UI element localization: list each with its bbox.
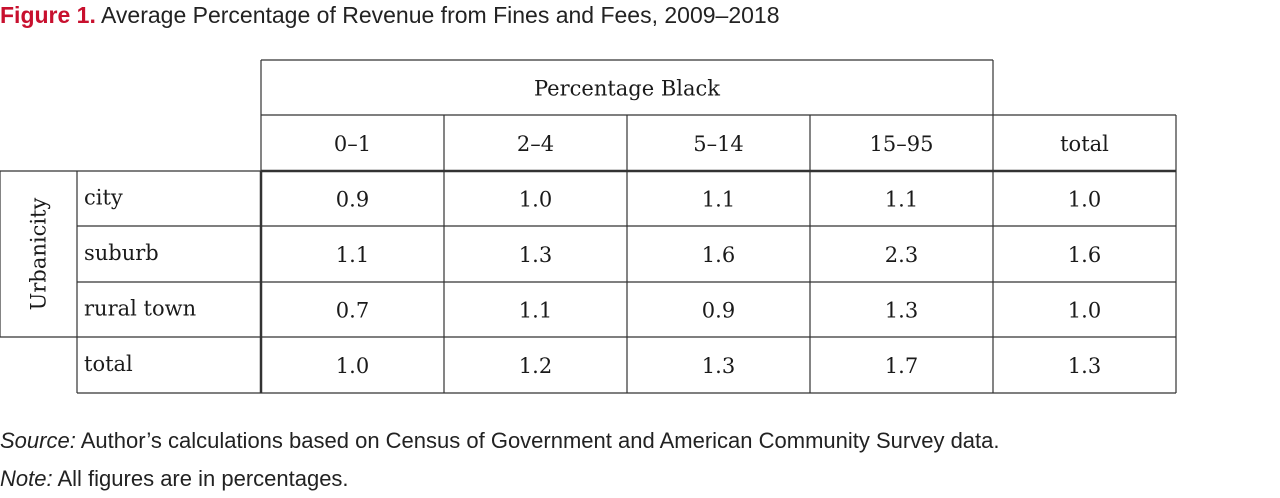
table-text: Percentage Black 0–1 2–4 5–14 15–95 total Urba… (27, 77, 1110, 379)
cell-0-2: 1.1 (702, 188, 735, 212)
note-label: Note: (0, 466, 53, 491)
note: Note: All figures are in percentages. (0, 466, 349, 492)
cell-0-1: 1.0 (519, 188, 552, 212)
cell-0-3: 1.1 (885, 188, 918, 212)
row-label-2: rural town (84, 297, 196, 321)
figure-title-text: Average Percentage of Revenue from Fines… (100, 2, 780, 28)
figure-label: Figure 1. (0, 2, 96, 28)
table-grid (0, 59, 1177, 394)
cell-1-1: 1.3 (519, 243, 552, 267)
row-label-1: suburb (84, 241, 159, 265)
cell-3-3: 1.7 (885, 354, 918, 378)
column-header-2: 5–14 (693, 132, 744, 156)
column-group-header: Percentage Black (534, 77, 720, 101)
cell-1-2: 1.6 (702, 243, 735, 267)
source-label: Source: (0, 428, 76, 453)
cell-2-3: 1.3 (885, 299, 918, 323)
figure-title: Figure 1. Average Percentage of Revenue … (0, 0, 780, 30)
cell-3-4: 1.3 (1068, 354, 1101, 378)
cell-3-2: 1.3 (702, 354, 735, 378)
table-svg: Percentage Black 0–1 2–4 5–14 15–95 total Urba… (0, 59, 1177, 394)
cell-1-4: 1.6 (1068, 243, 1101, 267)
cell-2-1: 1.1 (519, 299, 552, 323)
cell-3-1: 1.2 (519, 354, 552, 378)
cell-0-4: 1.0 (1068, 188, 1101, 212)
note-text: All figures are in percentages. (52, 466, 349, 491)
cell-1-3: 2.3 (885, 243, 918, 267)
column-header-4: total (1060, 132, 1109, 156)
cell-2-0: 0.7 (336, 299, 369, 323)
source-note: Source: Author’s calculations based on C… (0, 428, 1000, 454)
source-text: Author’s calculations based on Census of… (75, 428, 1000, 453)
row-label-0: city (84, 186, 123, 210)
row-group-header: Urbanicity (27, 198, 51, 311)
cell-1-0: 1.1 (336, 243, 369, 267)
column-header-1: 2–4 (517, 132, 554, 156)
cell-2-2: 0.9 (702, 299, 735, 323)
row-label-3: total (84, 352, 133, 376)
cell-0-0: 0.9 (336, 188, 369, 212)
cell-3-0: 1.0 (336, 354, 369, 378)
column-header-0: 0–1 (334, 132, 371, 156)
revenue-table: Percentage Black 0–1 2–4 5–14 15–95 total Urba… (0, 59, 1177, 394)
column-header-3: 15–95 (870, 132, 934, 156)
cell-2-4: 1.0 (1068, 299, 1101, 323)
